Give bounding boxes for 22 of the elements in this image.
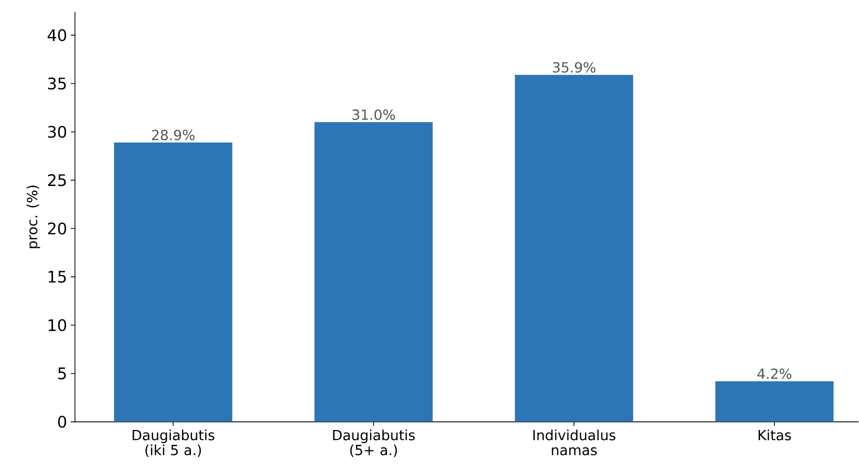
y-tick-label: 30 (48, 126, 66, 138)
y-tick-label: 25 (48, 174, 66, 186)
data-label: 31.0% (352, 110, 395, 120)
bar (114, 142, 232, 422)
y-axis-title: proc. (%) (26, 186, 40, 248)
bar (514, 74, 634, 422)
bar (715, 381, 834, 422)
x-tick-label: Daugiabutis (iki 5 a.) (132, 430, 214, 458)
y-tick-label: 35 (48, 78, 66, 90)
data-label: 28.9% (152, 130, 195, 140)
data-label: 35.9% (552, 62, 596, 73)
x-tick-label: Kitas (758, 430, 791, 440)
bar (314, 122, 433, 422)
y-tick-label: 5 (58, 368, 66, 380)
data-label: 4.2% (757, 368, 792, 380)
x-tick-label: Daugiabutis (5+ a.) (333, 430, 415, 458)
y-tick-label: 20 (48, 222, 66, 235)
y-tick-label: 10 (48, 319, 66, 332)
y-tick-label: 15 (48, 271, 66, 283)
y-tick-label: 40 (48, 29, 66, 42)
y-tick-label: 0 (58, 416, 66, 428)
x-tick-label: Individualus namas (533, 430, 616, 456)
